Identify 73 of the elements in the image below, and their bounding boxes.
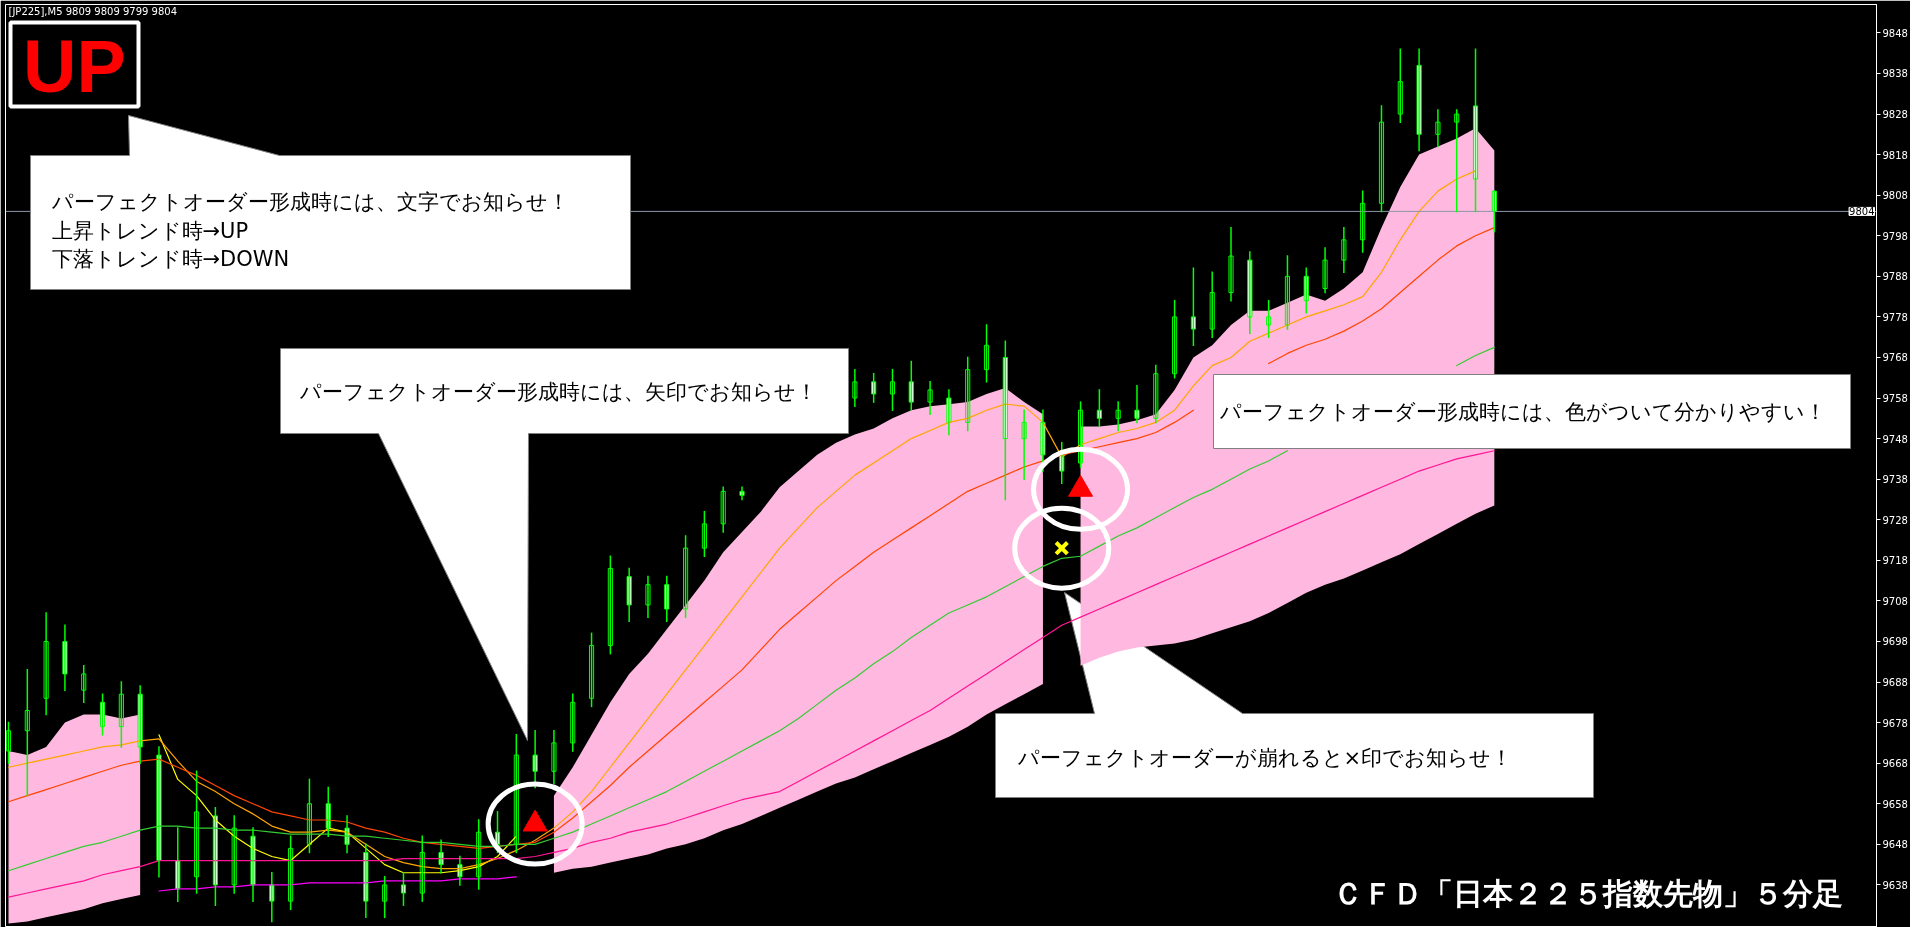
annotation: パーフェクトオーダーが崩れると×印でお知らせ！ [1016,745,1513,770]
y-tick-label: 9838 [1882,68,1908,80]
annotation: 上昇トレンド時→UP [51,218,249,243]
candlestick [476,819,482,890]
candlestick [1322,247,1328,294]
candlestick [81,665,87,704]
candlestick [965,356,971,432]
candlestick [231,815,237,894]
candlestick [43,612,49,716]
y-tick-label: 9658 [1882,798,1908,810]
y-tick-label: 9828 [1882,109,1908,121]
y-tick-label: 9758 [1882,393,1908,405]
candlestick [983,324,990,383]
chart-title: [JP225],M5 9809 9809 9799 9804 [8,6,178,17]
candlestick [1397,48,1403,123]
candlestick [588,632,595,708]
y-tick-label: 9668 [1882,758,1908,770]
candlestick [927,381,933,416]
candlestick [1360,190,1366,253]
y-tick-label: 9818 [1882,149,1908,161]
candlestick [720,486,726,533]
candlestick [889,368,896,411]
annotation: UP [23,25,126,108]
candlestick [701,510,707,558]
y-tick-label: 9748 [1882,433,1908,445]
y-tick-label: 9638 [1882,879,1908,891]
y-tick-label: 9798 [1882,230,1908,242]
candlestick [306,778,312,854]
candlestick [1172,299,1178,379]
y-tick-label: 9698 [1882,636,1908,648]
annotation: パーフェクトオーダー形成時には、矢印でお知らせ！ [298,379,817,404]
candlestick [570,693,576,752]
candlestick [1454,109,1460,213]
candlestick [645,575,651,618]
candlestick [551,729,557,785]
annotation: パーフェクトオーダー形成時には、色がついて分かりやすい！ [1218,399,1826,424]
candlestick [607,555,613,655]
candlestick [1341,226,1347,274]
candlestick [194,770,200,894]
annotation: 下落トレンド時→DOWN [51,246,290,271]
y-tick-label: 9728 [1882,514,1908,526]
y-tick-label: 9768 [1882,352,1908,364]
candlestick [1021,409,1027,480]
candlestick [419,835,425,902]
candlestick [1115,401,1121,432]
y-tick-label: 9678 [1882,717,1908,729]
candlestick [1228,226,1234,302]
candlestick [513,734,519,854]
candlestick [1284,255,1291,330]
y-tick-label: 9688 [1882,677,1908,689]
candlestick [1077,401,1084,468]
candlestick [24,669,30,797]
ref-line-label: 9804 [1849,206,1875,218]
y-tick-label: 9778 [1882,311,1908,323]
candlestick [288,835,294,910]
candlestick [118,681,124,748]
annotation: パーフェクトオーダー形成時には、文字でお知らせ！ [50,189,569,214]
y-tick-label: 9848 [1882,27,1908,39]
y-tick-label: 9708 [1882,595,1908,607]
y-tick-label: 9718 [1882,555,1908,567]
y-tick-label: 9788 [1882,271,1908,283]
candlestick [1435,109,1441,148]
annotation: ＣＦＤ「日本２２５指数先物」５分足 [1332,876,1843,911]
candlestick [1209,271,1215,338]
y-tick-label: 9808 [1882,190,1908,202]
candlestick [1153,364,1159,424]
candlestick [683,535,689,618]
candlestick [1378,105,1385,213]
candlestick [5,721,12,764]
y-tick-label: 9738 [1882,474,1908,486]
candlestick [382,876,388,919]
candlestick [852,368,858,407]
y-tick-label: 9648 [1882,839,1908,851]
